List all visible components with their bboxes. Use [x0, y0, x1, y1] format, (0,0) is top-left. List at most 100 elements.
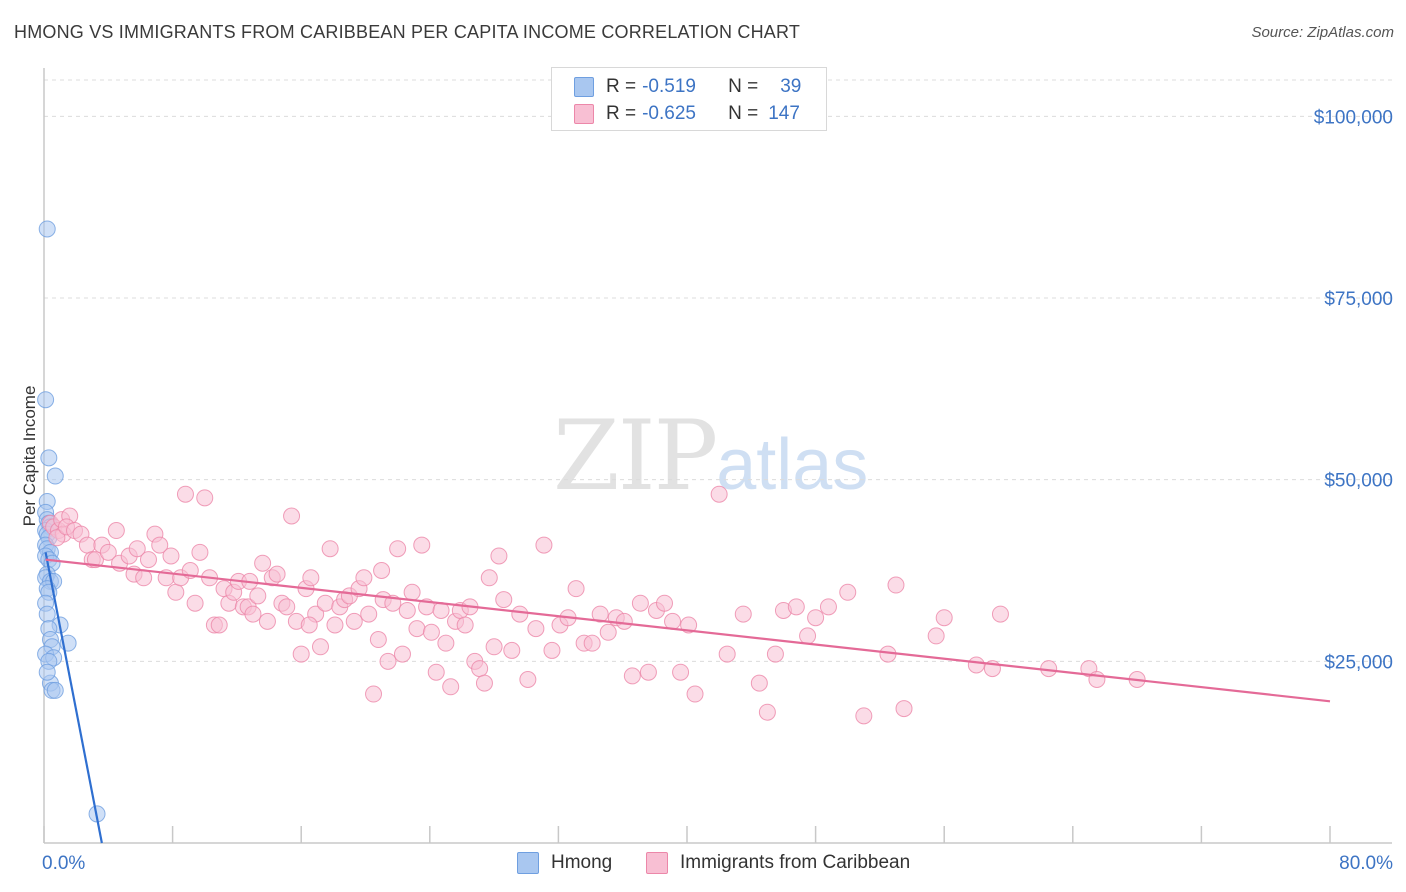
data-point: [686, 685, 704, 703]
data-point: [355, 569, 373, 587]
data-point: [191, 543, 209, 561]
legend-swatch-caribbean: [646, 852, 668, 874]
data-point: [345, 612, 363, 630]
data-point: [427, 663, 445, 681]
r-label: R =: [606, 103, 637, 124]
data-point: [750, 674, 768, 692]
data-point: [480, 569, 498, 587]
data-points: [37, 220, 1146, 823]
y-tick-label: $50,000: [1324, 471, 1393, 492]
data-point: [151, 536, 169, 554]
data-point: [46, 467, 64, 485]
data-point: [991, 605, 1009, 623]
data-point: [139, 551, 157, 569]
data-point: [393, 645, 411, 663]
data-point: [855, 707, 873, 725]
data-point: [78, 536, 96, 554]
data-point: [787, 598, 805, 616]
data-point: [485, 638, 503, 656]
data-point: [403, 583, 421, 601]
x-tick-label: 80.0%: [1339, 853, 1393, 874]
r-label: R =: [606, 76, 637, 97]
data-point: [655, 594, 673, 612]
data-point: [887, 576, 905, 594]
data-point: [128, 540, 146, 558]
data-point: [475, 674, 493, 692]
data-point: [437, 634, 455, 652]
axis-labels: $25,000 $50,000 $75,000 $100,000 0.0% 80.0% Pe…: [20, 107, 1393, 874]
data-point: [734, 605, 752, 623]
data-point: [292, 645, 310, 663]
data-point: [283, 507, 301, 525]
chart-title: HMONG VS IMMIGRANTS FROM CARIBBEAN PER C…: [14, 22, 801, 42]
data-point: [583, 634, 601, 652]
x-tick-label: 0.0%: [42, 853, 85, 874]
data-point: [249, 587, 267, 605]
data-point: [535, 536, 553, 554]
legend-row-hmong: R = -0.519 N = 39: [574, 75, 801, 99]
data-point: [639, 663, 657, 681]
data-point: [766, 645, 784, 663]
y-tick-label: $100,000: [1314, 107, 1393, 128]
data-point: [527, 620, 545, 638]
data-point: [623, 667, 641, 685]
legend-swatch-caribbean: [574, 104, 594, 124]
data-point: [758, 703, 776, 721]
data-point: [48, 529, 66, 547]
legend-swatch-hmong: [574, 77, 594, 97]
n-value: 39: [780, 76, 802, 97]
data-point: [99, 543, 117, 561]
data-point: [258, 612, 276, 630]
r-value: -0.625: [642, 103, 696, 124]
n-label: N =: [728, 103, 759, 124]
data-point: [799, 627, 817, 645]
data-point: [807, 609, 825, 627]
data-point: [176, 485, 194, 503]
trend-line: [45, 558, 1331, 703]
data-point: [490, 547, 508, 565]
data-point: [591, 605, 609, 623]
data-point: [567, 580, 585, 598]
legend-label-hmong: Hmong: [551, 852, 613, 873]
data-point: [398, 601, 416, 619]
data-point: [302, 569, 320, 587]
data-point: [471, 660, 489, 678]
axes: [43, 68, 1392, 844]
n-value: 147: [768, 103, 800, 124]
data-point: [495, 591, 513, 609]
legend-item-hmong[interactable]: Hmong: [517, 852, 612, 874]
data-point: [373, 562, 391, 579]
data-point: [186, 594, 204, 612]
data-point: [631, 594, 649, 612]
data-point: [196, 489, 214, 507]
data-point: [38, 220, 56, 238]
source-label: Source: ZipAtlas.com: [1251, 24, 1394, 41]
data-point: [718, 645, 736, 663]
data-point: [107, 522, 125, 540]
r-value: -0.519: [642, 76, 696, 97]
data-point: [244, 605, 262, 623]
data-point: [599, 623, 617, 641]
data-point: [278, 598, 296, 616]
y-tick-label: $25,000: [1324, 652, 1393, 673]
data-point: [413, 536, 431, 554]
data-point: [710, 485, 728, 503]
correlation-legend: R = -0.519 N = 39 R = -0.625 N = 147: [551, 67, 827, 131]
data-point: [40, 449, 58, 467]
legend-item-caribbean[interactable]: Immigrants from Caribbean: [646, 852, 910, 874]
data-point: [37, 391, 55, 409]
data-point: [408, 620, 426, 638]
data-point: [819, 598, 837, 616]
data-point: [254, 554, 272, 572]
y-axis-label: Per Capita Income: [20, 386, 39, 527]
trend-line: [44, 552, 103, 844]
data-point: [442, 678, 460, 696]
legend-swatch-hmong: [517, 852, 539, 874]
data-point: [369, 631, 387, 649]
data-point: [615, 612, 633, 630]
legend-row-caribbean: R = -0.625 N = 147: [574, 102, 800, 126]
data-point: [839, 583, 857, 601]
data-point: [543, 641, 561, 659]
data-point: [210, 616, 228, 634]
